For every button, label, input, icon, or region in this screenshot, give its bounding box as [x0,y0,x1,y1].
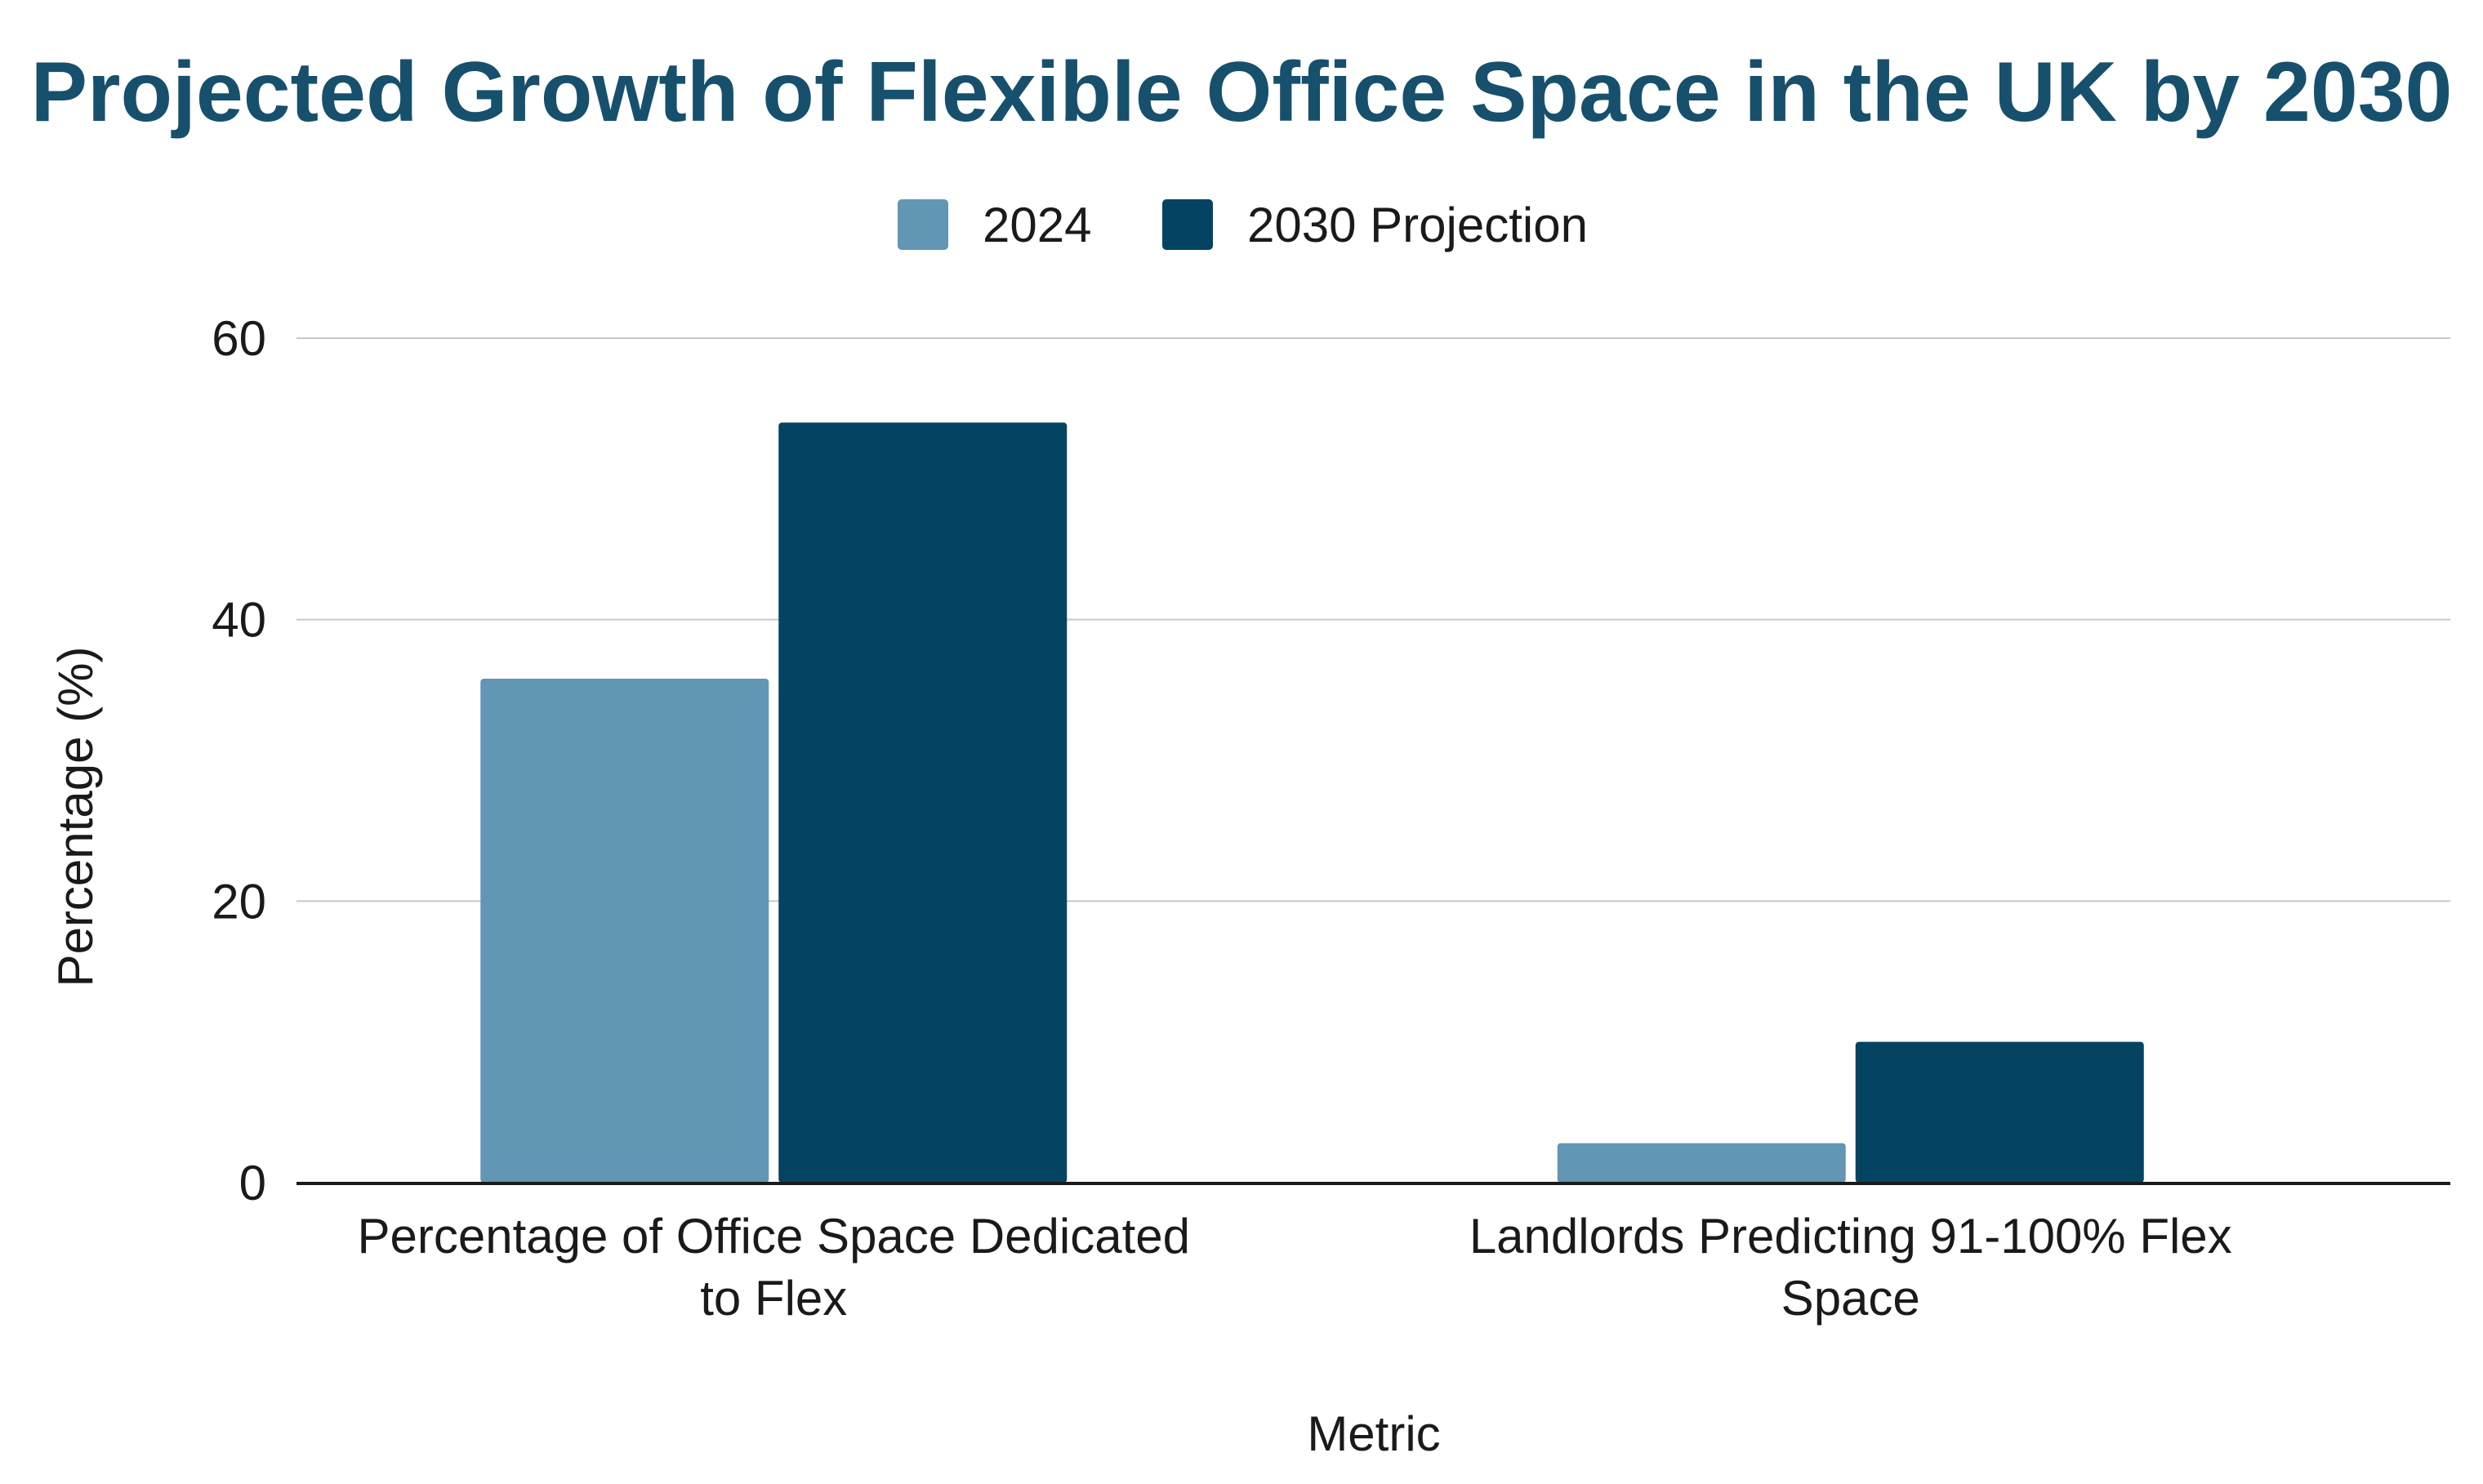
legend: 2024 2030 Projection [898,198,1588,252]
y-axis-title: Percentage (%) [48,647,103,987]
legend-label: 2024 [983,198,1091,252]
y-axis-ticks: 0 20 40 60 [212,311,266,1210]
y-tick-label: 0 [239,1156,266,1210]
bar [1855,1041,2144,1183]
bar [778,422,1068,1183]
chart-title: Projected Growth of Flexible Office Spac… [31,45,2453,140]
bar [1557,1143,1846,1183]
legend-swatch [1162,199,1213,250]
x-tick-label: Percentage of Office Space Dedicated to F… [357,1209,1190,1326]
legend-label: 2030 Projection [1247,198,1588,252]
y-tick-label: 40 [212,593,266,648]
bars [480,422,2144,1183]
x-tick-label: Landlords Predicting 91-100% Flex Space [1469,1209,2232,1326]
x-axis-title: Metric [1307,1406,1440,1461]
y-tick-label: 60 [212,311,266,366]
legend-swatch [898,199,948,250]
bar [480,679,769,1183]
y-tick-label: 20 [212,874,266,929]
x-axis-category-labels: Percentage of Office Space Dedicated to F… [357,1209,2231,1326]
